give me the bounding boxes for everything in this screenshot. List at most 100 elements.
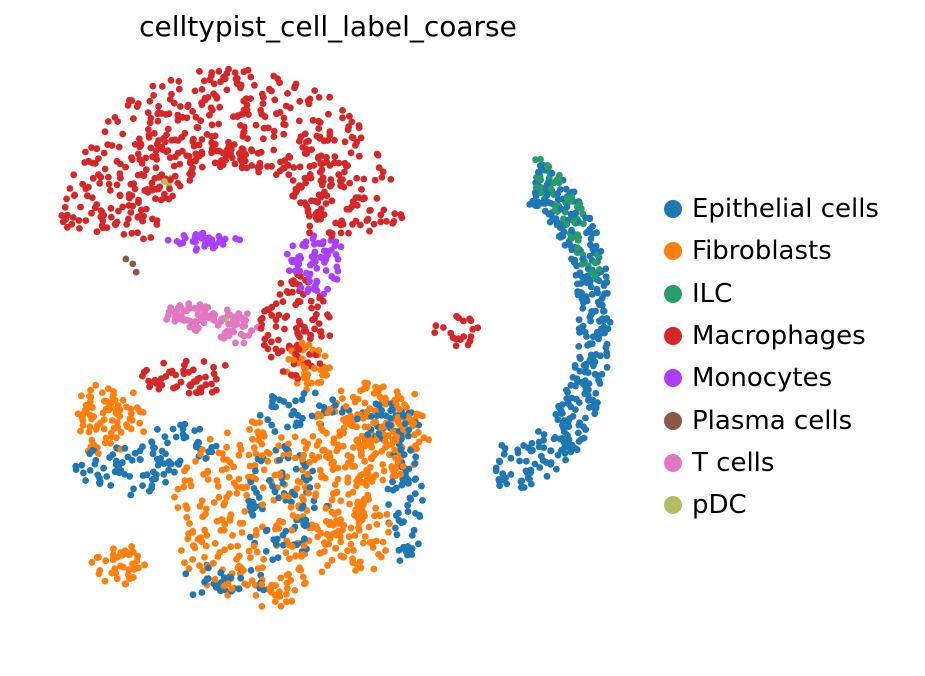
scatter-point	[407, 447, 414, 454]
scatter-point	[161, 433, 169, 441]
scatter-point	[236, 236, 244, 244]
scatter-point	[198, 589, 206, 596]
scatter-point	[150, 444, 157, 451]
scatter-point	[258, 452, 266, 459]
scatter-point	[346, 179, 354, 187]
scatter-point	[271, 471, 279, 479]
legend-item: pDC	[664, 484, 879, 526]
scatter-point	[353, 423, 360, 431]
scatter-point	[98, 222, 106, 230]
scatter-point	[161, 178, 168, 185]
scatter-point	[149, 82, 157, 90]
scatter-point	[230, 328, 238, 336]
scatter-point	[77, 392, 85, 400]
scatter-point	[567, 403, 575, 411]
scatter-point	[400, 451, 408, 458]
scatter-point	[129, 260, 137, 268]
scatter-point	[295, 331, 302, 339]
scatter-point	[271, 96, 279, 104]
scatter-point	[364, 423, 372, 431]
scatter-point	[229, 532, 237, 539]
scatter-point	[337, 243, 345, 251]
scatter-point	[86, 398, 94, 406]
scatter-point	[375, 430, 383, 437]
scatter-point	[298, 551, 305, 559]
scatter-point	[240, 567, 248, 574]
scatter-point	[81, 407, 89, 414]
scatter-point	[170, 384, 177, 392]
scatter-point	[578, 289, 585, 297]
scatter-point	[378, 423, 385, 431]
scatter-point	[154, 110, 162, 118]
scatter-point	[413, 445, 420, 453]
scatter-point	[224, 580, 232, 588]
scatter-point	[599, 307, 607, 315]
scatter-point	[406, 494, 414, 502]
legend-item: ILC	[664, 273, 879, 315]
scatter-point	[354, 498, 362, 506]
scatter-point	[283, 584, 291, 592]
scatter-point	[392, 437, 400, 445]
scatter-point	[113, 575, 121, 583]
scatter-point	[335, 159, 343, 167]
scatter-point	[294, 297, 302, 305]
scatter-point	[185, 389, 193, 397]
scatter-point	[535, 169, 542, 176]
scatter-point	[298, 396, 306, 403]
scatter-point	[97, 213, 105, 221]
scatter-point	[312, 210, 320, 218]
scatter-point	[252, 592, 260, 599]
scatter-point	[531, 189, 539, 197]
scatter-point	[328, 232, 336, 240]
scatter-point	[128, 456, 136, 464]
scatter-point	[576, 329, 583, 336]
scatter-point	[192, 150, 200, 158]
scatter-point	[316, 168, 324, 176]
scatter-point	[223, 86, 231, 94]
scatter-point	[314, 154, 322, 162]
scatter-point	[191, 427, 199, 434]
scatter-point	[260, 466, 268, 474]
scatter-point	[277, 574, 285, 582]
scatter-point	[328, 273, 336, 280]
scatter-point	[274, 554, 282, 561]
scatter-point	[279, 368, 287, 375]
scatter-point	[205, 564, 212, 572]
scatter-point	[218, 157, 225, 164]
scatter-point	[295, 260, 303, 268]
scatter-point	[315, 347, 323, 354]
scatter-point	[128, 97, 136, 104]
scatter-point	[132, 268, 140, 276]
scatter-point	[109, 551, 117, 559]
scatter-point	[568, 226, 575, 234]
scatter-point	[262, 548, 270, 555]
scatter-point	[171, 493, 178, 501]
scatter-point	[103, 473, 111, 480]
scatter-point	[328, 508, 336, 516]
scatter-point	[181, 559, 188, 567]
scatter-point	[382, 547, 389, 554]
scatter-point	[334, 267, 342, 275]
scatter-point	[259, 501, 266, 508]
scatter-point	[177, 303, 185, 311]
scatter-point	[306, 277, 313, 285]
scatter-point	[105, 173, 112, 181]
scatter-point	[389, 406, 396, 414]
scatter-point	[192, 458, 199, 465]
scatter-point	[272, 171, 280, 179]
scatter-point	[317, 378, 325, 386]
scatter-point	[344, 478, 352, 486]
scatter-point	[146, 383, 154, 391]
scatter-point	[326, 364, 333, 372]
scatter-point	[347, 540, 355, 548]
scatter-point	[269, 483, 276, 490]
scatter-point	[591, 370, 599, 378]
scatter-point	[144, 109, 152, 116]
scatter-point	[231, 69, 239, 76]
scatter-point	[180, 370, 188, 378]
scatter-point	[558, 231, 566, 239]
scatter-point	[292, 465, 300, 473]
scatter-point	[189, 238, 197, 245]
scatter-point	[277, 602, 285, 610]
scatter-point	[171, 317, 179, 325]
